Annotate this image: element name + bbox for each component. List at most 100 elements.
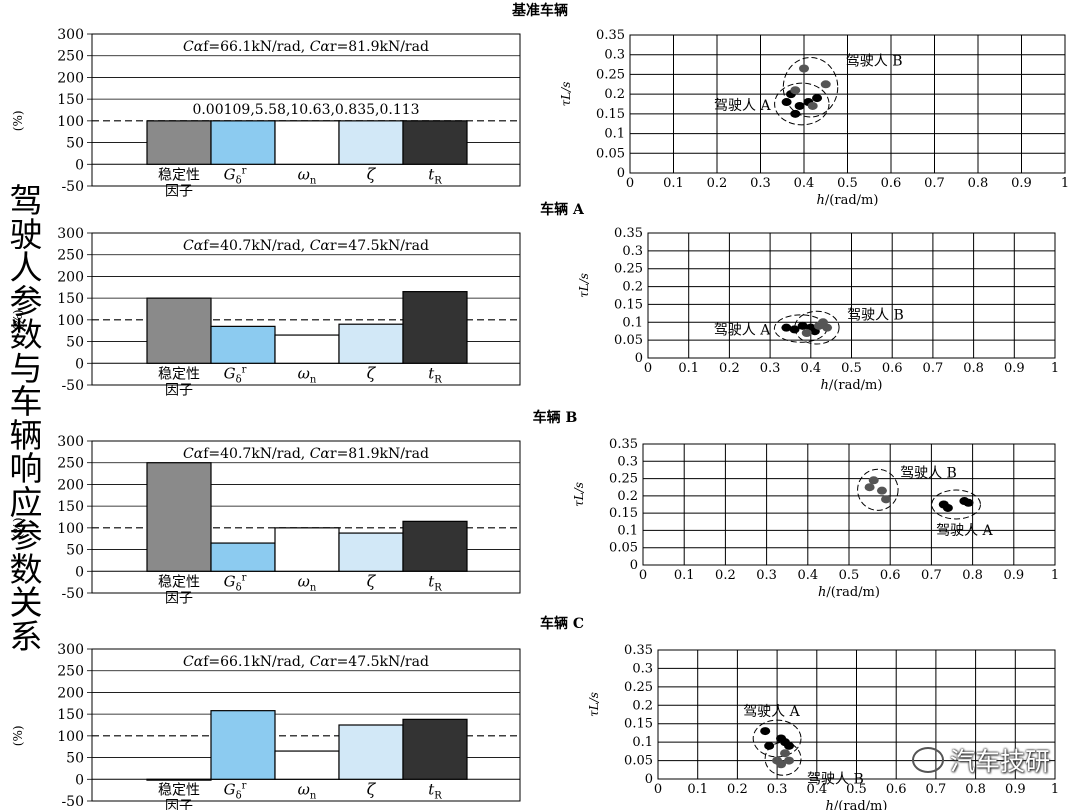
x-tick-label: 0: [639, 568, 647, 583]
y-tick-label: 0.25: [624, 680, 653, 695]
x-tick-label: 0.2: [719, 361, 740, 376]
y-tick-label: 150: [57, 499, 84, 515]
chart-title: 车辆 B: [533, 409, 578, 426]
y-tick-label: 100: [57, 521, 84, 537]
category-label: 因子: [165, 183, 193, 199]
category-label: 稳定性: [158, 782, 200, 798]
group-label: 驾驶人 B: [846, 54, 903, 70]
y-axis-label: (%): [11, 110, 25, 131]
bar: [146, 462, 212, 572]
y-tick-label: 300: [57, 226, 84, 242]
data-point: [881, 495, 892, 504]
side-title-char: 辆: [9, 415, 43, 455]
scatter-chart-1: 0 0.1 0.2 0.3 0.4 0.5 0.6 0.7 0.8 0.9 100.050.10.1…: [577, 226, 1059, 393]
side-title-char: 与: [9, 348, 43, 388]
category-label: 稳定性: [158, 366, 200, 382]
y-tick-label: 300: [57, 27, 84, 43]
bar: [274, 527, 340, 572]
plot-frame: [91, 440, 521, 594]
category-label: Gδr: [224, 572, 247, 593]
x-tick-label: 0.4: [794, 176, 815, 191]
y-tick-label: 50: [66, 335, 84, 351]
y-tick-label: 0.35: [609, 437, 638, 452]
y-tick-label: 200: [57, 70, 84, 86]
bar: [210, 325, 276, 364]
side-title-char: 数: [9, 549, 43, 589]
data-point: [942, 503, 953, 512]
x-tick-label: 0.6: [882, 361, 903, 376]
y-tick-label: 0.3: [632, 661, 653, 676]
data-point: [812, 94, 823, 103]
data-point: [807, 101, 818, 110]
chart-title: 车辆 A: [540, 201, 585, 218]
y-tick-label: 0.25: [596, 67, 625, 82]
y-tick-label: 0.05: [614, 333, 643, 348]
scatter-chart-0: 0 0.1 0.2 0.3 0.4 0.5 0.6 0.7 0.8 0.9 100.050.10.1…: [559, 28, 1069, 208]
group-ellipse: [752, 719, 802, 758]
data-point: [784, 756, 795, 765]
side-title-char: 驾: [9, 181, 43, 220]
category-label: ζ: [367, 779, 377, 798]
group-ellipse: [857, 468, 899, 511]
y-tick-label: 0.3: [622, 244, 643, 259]
bar: [338, 532, 404, 572]
x-axis-label: h/(rad/m): [817, 193, 879, 208]
y-tick-label: 0: [75, 157, 84, 173]
x-axis-label: h/(rad/m): [818, 585, 880, 600]
cornering-stiffness-annotation: Cαf=66.1kN/rad, Cαr=81.9kN/rad: [183, 39, 429, 55]
category-label: Gδr: [224, 165, 247, 186]
data-point: [820, 80, 831, 89]
y-tick-label: 50: [66, 136, 84, 152]
data-point: [801, 329, 812, 337]
x-tick-label: 0: [644, 361, 652, 376]
x-tick-label: 0.9: [1005, 782, 1026, 797]
category-label: 稳定性: [158, 574, 200, 590]
data-point: [794, 101, 805, 110]
chart-title: 车辆 C: [540, 615, 584, 632]
y-tick-label: 0.15: [596, 107, 625, 122]
group-label: 驾驶人 A: [714, 98, 771, 114]
y-tick-label: 0.35: [624, 643, 653, 658]
y-axis-label: (%): [11, 725, 25, 746]
side-title-char: 数: [9, 315, 43, 354]
y-tick-label: -50: [61, 794, 84, 810]
category-label: ζ: [367, 571, 377, 590]
cornering-stiffness-annotation: Cαf=66.1kN/rad, Cαr=47.5kN/rad: [183, 654, 429, 670]
side-title-char: 人: [9, 248, 43, 287]
x-tick-label: 1: [1061, 176, 1069, 191]
x-tick-label: 0.8: [968, 176, 989, 191]
y-tick-label: -50: [61, 586, 84, 602]
x-tick-label: 0.9: [1011, 176, 1032, 191]
x-tick-label: 0.4: [806, 782, 827, 797]
group-ellipse: [931, 489, 981, 520]
group-label: 驾驶人 B: [807, 771, 864, 787]
data-point: [818, 318, 829, 327]
y-tick-label: 0.15: [614, 297, 643, 312]
category-label: ζ: [367, 164, 377, 183]
side-title: 驾驶人参数与车辆响应参数关系: [6, 184, 46, 653]
x-tick-label: 0.3: [760, 361, 781, 376]
side-title-char: 系: [9, 616, 43, 656]
x-tick-label: 1: [1051, 361, 1059, 376]
x-tick-label: 0.5: [839, 568, 860, 583]
category-label: tR: [428, 364, 442, 385]
y-tick-label: 0: [630, 558, 638, 573]
x-tick-label: 0.1: [678, 361, 699, 376]
x-tick-label: 0.6: [881, 176, 902, 191]
x-tick-label: 0.2: [707, 176, 728, 191]
y-axis-label: (%): [11, 517, 25, 538]
plot-frame: [91, 648, 521, 802]
group-ellipse: [794, 310, 840, 345]
y-tick-label: 0.15: [609, 506, 638, 521]
y-tick-label: 0.05: [609, 541, 638, 556]
x-tick-label: 0: [654, 782, 662, 797]
category-label: 因子: [165, 798, 193, 810]
x-tick-label: 0.7: [926, 782, 947, 797]
data-point: [963, 498, 974, 507]
group-label: 驾驶人 B: [847, 307, 904, 323]
category-label: ωn: [298, 780, 317, 801]
y-axis-label: (%): [11, 309, 25, 330]
y-tick-label: 0.3: [604, 48, 625, 63]
